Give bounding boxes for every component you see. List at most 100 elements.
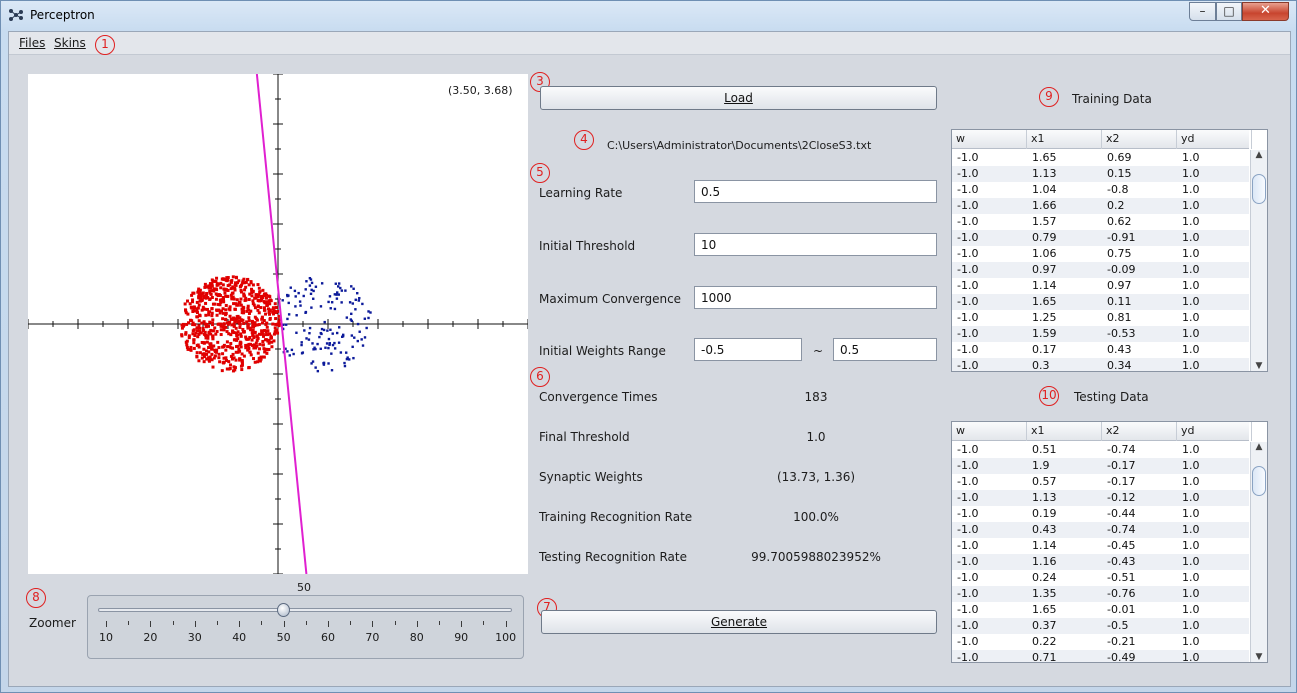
table-row[interactable]: -1.0 0.51 -0.74 1.0	[952, 442, 1249, 458]
class1-point	[209, 328, 213, 332]
zoom-tick	[305, 621, 307, 625]
table-row[interactable]: -1.0 0.17 0.43 1.0	[952, 342, 1249, 358]
weights-min-input[interactable]	[694, 338, 802, 361]
class2-point	[345, 351, 348, 354]
class1-point	[251, 328, 255, 332]
class1-point	[268, 316, 272, 320]
menu-files[interactable]: Files	[19, 36, 46, 50]
class1-point	[277, 324, 281, 328]
class2-point	[284, 323, 288, 326]
scroll-down-icon[interactable]: ▼	[1255, 652, 1263, 662]
table-row[interactable]: -1.0 0.57 -0.17 1.0	[952, 474, 1249, 490]
testing-column-header[interactable]: yd	[1177, 422, 1252, 441]
class1-point	[259, 357, 263, 361]
class1-point	[207, 359, 211, 363]
table-row[interactable]: -1.0 0.3 0.34 1.0	[952, 358, 1249, 371]
scroll-down-icon[interactable]: ▼	[1255, 361, 1263, 371]
plot-canvas[interactable]	[28, 74, 528, 574]
class1-point	[208, 320, 212, 324]
testing-column-header[interactable]: x2	[1102, 422, 1177, 441]
table-row[interactable]: -1.0 1.16 -0.43 1.0	[952, 554, 1249, 570]
class1-point	[246, 277, 250, 281]
menu-skins[interactable]: Skins	[54, 36, 86, 50]
training-column-header[interactable]: x1	[1027, 130, 1102, 149]
table-cell: -1.0	[957, 539, 979, 552]
initial-threshold-input[interactable]	[694, 233, 937, 256]
table-row[interactable]: -1.0 1.65 -0.01 1.0	[952, 602, 1249, 618]
class1-point	[224, 358, 228, 362]
table-row[interactable]: -1.0 1.59 -0.53 1.0	[952, 326, 1249, 342]
table-row[interactable]: -1.0 0.24 -0.51 1.0	[952, 570, 1249, 586]
table-row[interactable]: -1.0 1.66 0.2 1.0	[952, 198, 1249, 214]
training-column-header[interactable]: yd	[1177, 130, 1252, 149]
learning-rate-input[interactable]	[694, 180, 937, 203]
table-row[interactable]: -1.0 1.13 0.15 1.0	[952, 166, 1249, 182]
scroll-up-icon[interactable]: ▲	[1255, 442, 1263, 452]
class1-point	[222, 328, 226, 332]
class1-point	[211, 279, 215, 283]
table-row[interactable]: -1.0 0.71 -0.49 1.0	[952, 650, 1249, 662]
class1-point	[193, 323, 197, 327]
table-row[interactable]: -1.0 1.04 -0.8 1.0	[952, 182, 1249, 198]
training-column-header[interactable]: w	[952, 130, 1027, 149]
class1-point	[274, 306, 278, 310]
weights-max-input[interactable]	[833, 338, 937, 361]
max-convergence-input[interactable]	[694, 286, 937, 309]
class1-point	[248, 350, 252, 354]
table-row[interactable]: -1.0 0.79 -0.91 1.0	[952, 230, 1249, 246]
testing-column-header[interactable]: w	[952, 422, 1027, 441]
table-row[interactable]: -1.0 1.14 -0.45 1.0	[952, 538, 1249, 554]
testing-column-header[interactable]: x1	[1027, 422, 1102, 441]
table-row[interactable]: -1.0 1.9 -0.17 1.0	[952, 458, 1249, 474]
class1-point	[228, 305, 232, 309]
table-row[interactable]: -1.0 1.35 -0.76 1.0	[952, 586, 1249, 602]
class2-point	[361, 344, 365, 347]
class2-point	[289, 286, 292, 289]
table-row[interactable]: -1.0 1.13 -0.12 1.0	[952, 490, 1249, 506]
table-row[interactable]: -1.0 1.14 0.97 1.0	[952, 278, 1249, 294]
class1-point	[191, 300, 195, 304]
table-row[interactable]: -1.0 1.65 0.11 1.0	[952, 294, 1249, 310]
class1-point	[197, 345, 201, 349]
class1-point	[242, 321, 246, 325]
scroll-thumb[interactable]	[1252, 466, 1266, 496]
testing-data-table[interactable]: w x1 x2 yd -1.0 0.51 -0.74 1.0 -1.0 1.9 -0.17 1.0-…	[951, 421, 1268, 663]
testing-table-scrollbar[interactable]: ▲ ▼	[1250, 442, 1267, 662]
class1-point	[240, 363, 244, 367]
load-button[interactable]: Load	[540, 86, 937, 110]
training-column-header[interactable]: x2	[1102, 130, 1177, 149]
class1-point	[258, 359, 262, 363]
class1-point	[183, 302, 187, 306]
table-row[interactable]: -1.0 1.57 0.62 1.0	[952, 214, 1249, 230]
scroll-up-icon[interactable]: ▲	[1255, 150, 1263, 160]
table-cell: 0.24	[1032, 571, 1057, 584]
class1-point	[240, 352, 244, 356]
training-table-scrollbar[interactable]: ▲ ▼	[1250, 150, 1267, 371]
table-row[interactable]: -1.0 1.65 0.69 1.0	[952, 150, 1249, 166]
class1-point	[230, 296, 234, 300]
table-row[interactable]: -1.0 1.25 0.81 1.0	[952, 310, 1249, 326]
zoom-slider-track[interactable]	[98, 608, 512, 612]
class1-point	[207, 357, 211, 361]
table-row[interactable]: -1.0 0.43 -0.74 1.0	[952, 522, 1249, 538]
class1-point	[248, 335, 252, 339]
class1-point	[233, 338, 237, 342]
table-row[interactable]: -1.0 0.22 -0.21 1.0	[952, 634, 1249, 650]
table-row[interactable]: -1.0 1.06 0.75 1.0	[952, 246, 1249, 262]
zoom-slider-thumb[interactable]	[277, 603, 290, 617]
scroll-thumb[interactable]	[1252, 174, 1266, 204]
minimize-button[interactable]: –	[1189, 2, 1216, 21]
class1-point	[184, 332, 188, 336]
generate-button[interactable]: Generate	[541, 610, 937, 634]
zoom-tick	[194, 621, 196, 627]
class2-point	[334, 282, 338, 285]
class2-point	[288, 354, 291, 357]
table-row[interactable]: -1.0 0.37 -0.5 1.0	[952, 618, 1249, 634]
class1-point	[218, 298, 222, 302]
training-data-table[interactable]: w x1 x2 yd -1.0 1.65 0.69 1.0 -1.0 1.13 0.15 1.0 -1…	[951, 129, 1268, 372]
class1-point	[211, 365, 215, 369]
close-button[interactable]: ✕	[1242, 2, 1289, 21]
table-row[interactable]: -1.0 0.97 -0.09 1.0	[952, 262, 1249, 278]
maximize-button[interactable]: □	[1216, 2, 1242, 21]
table-row[interactable]: -1.0 0.19 -0.44 1.0	[952, 506, 1249, 522]
